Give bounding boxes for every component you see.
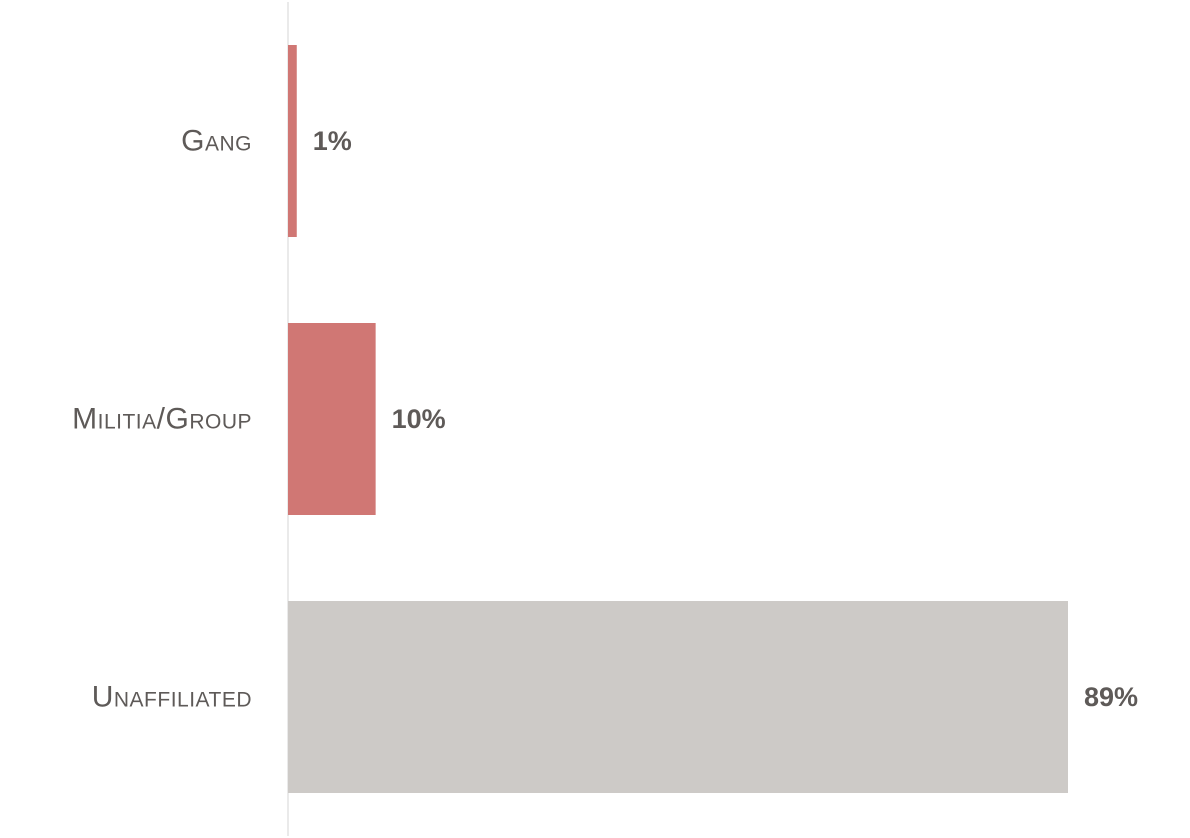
- value-label-unaffiliated: 89%: [1084, 682, 1138, 712]
- bar-gang: [288, 45, 297, 237]
- category-label-gang: Gang: [181, 125, 252, 158]
- category-label-militia-group: Militia/Group: [72, 403, 252, 436]
- labels-group: Gang 1% Militia/Group 10% Unaffiliated 89%: [72, 125, 1138, 714]
- bar-unaffiliated: [288, 601, 1068, 793]
- bar-militia-group: [288, 323, 376, 515]
- category-label-unaffiliated: Unaffiliated: [92, 681, 252, 714]
- value-label-militia-group: 10%: [392, 404, 446, 434]
- bars-group: [288, 45, 1068, 793]
- value-label-gang: 1%: [313, 126, 352, 156]
